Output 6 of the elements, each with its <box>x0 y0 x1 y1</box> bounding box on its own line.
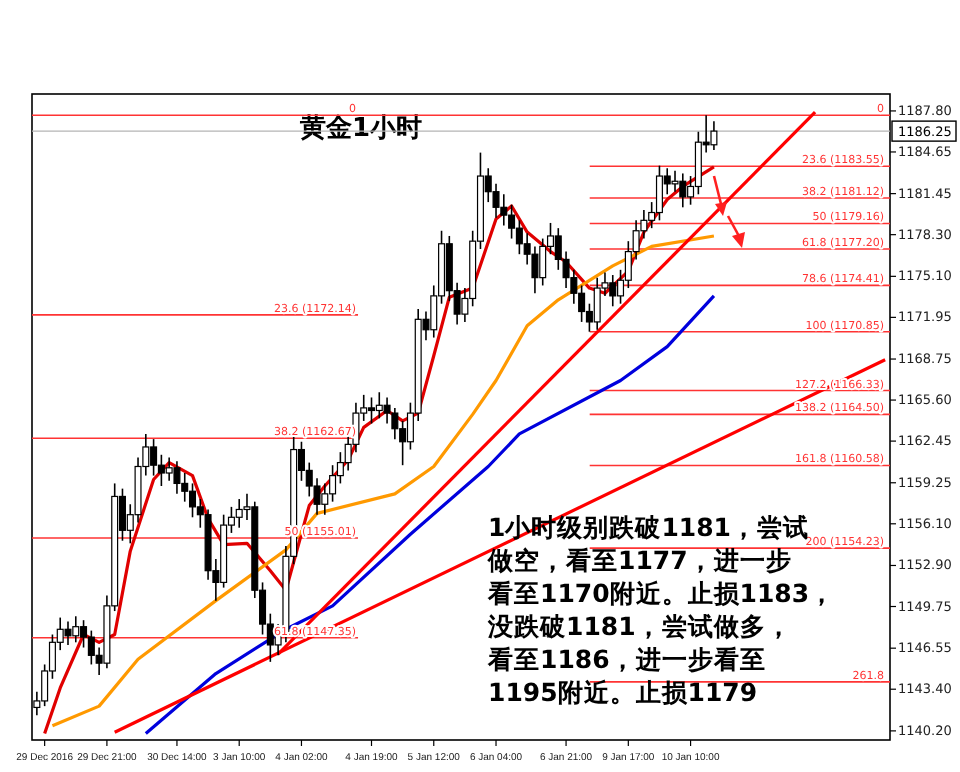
annotation: 看至1170附近。止损1183， <box>486 578 836 608</box>
annotation: 1195附近。止损1179 <box>488 677 758 707</box>
annotation: 做空，看至1177，进一步 <box>486 545 792 575</box>
text: 黄金1小时 <box>298 114 423 144</box>
annotation: 看至1186，进一步看至 <box>486 644 766 674</box>
annotation: 没跌破1181，尝试做多， <box>486 611 792 641</box>
